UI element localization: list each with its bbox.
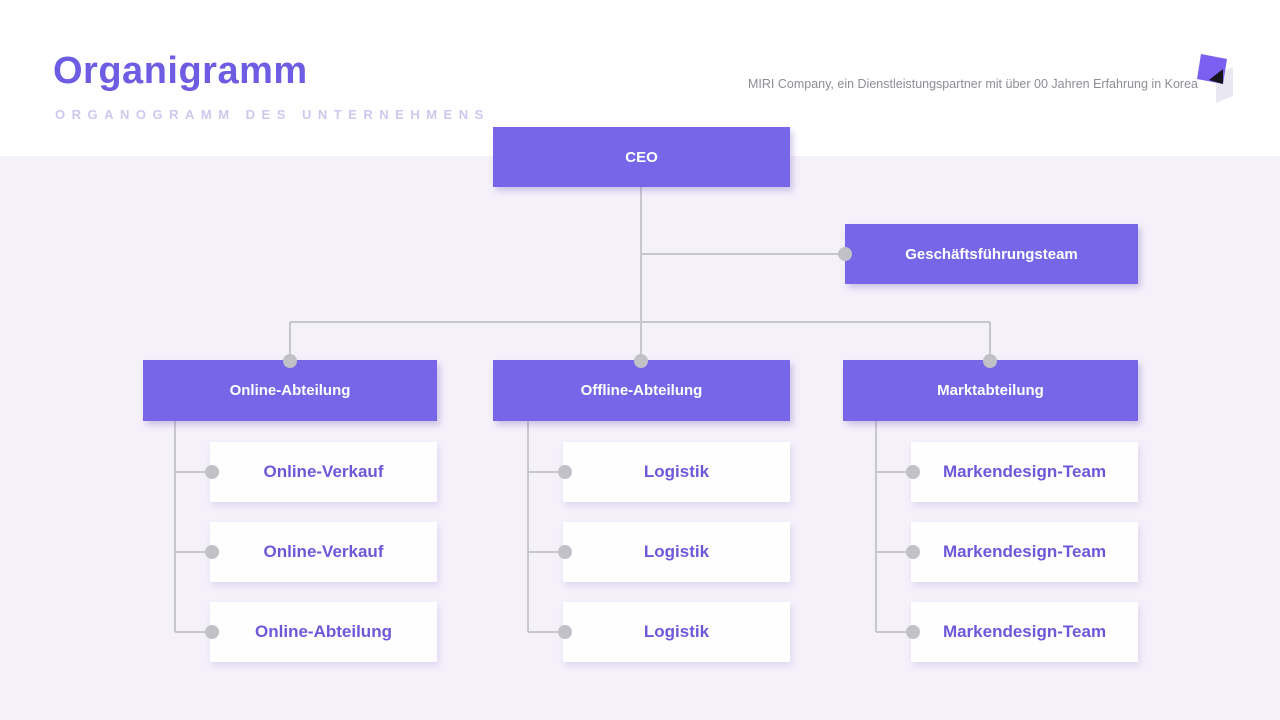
org-node-child: Logistik (563, 522, 790, 582)
org-node-child-label: Online-Verkauf (263, 542, 384, 561)
org-node-ceo: CEO (493, 127, 790, 187)
org-node-management-team-label: Geschäftsführungsteam (905, 245, 1078, 263)
org-node-online-department: Online-Abteilung (143, 360, 437, 421)
org-node-market-department: Marktabteilung (843, 360, 1138, 421)
org-node-child-label: Online-Abteilung (255, 622, 392, 641)
company-note: MIRI Company, ein Dienstleistungspartner… (748, 77, 1198, 91)
org-node-child: Markendesign-Team (911, 602, 1138, 662)
org-node-child-label: Markendesign-Team (942, 542, 1107, 561)
org-node-child: Online-Verkauf (210, 522, 437, 582)
org-node-child: Online-Abteilung (210, 602, 437, 662)
org-node-offline-department-label: Offline-Abteilung (580, 382, 703, 399)
org-node-child: Logistik (563, 602, 790, 662)
org-node-child: Markendesign-Team (911, 522, 1138, 582)
org-node-child: Logistik (563, 442, 790, 502)
org-node-child-label: Logistik (643, 542, 710, 561)
org-node-ceo-label: CEO (625, 148, 658, 166)
org-node-child-label: Markendesign-Team (942, 462, 1107, 481)
org-node-child-label: Online-Verkauf (263, 462, 384, 481)
org-node-management-team: Geschäftsführungsteam (845, 224, 1138, 284)
page-title: Organigramm (53, 50, 308, 92)
org-node-child: Markendesign-Team (911, 442, 1138, 502)
org-node-child-label: Markendesign-Team (942, 622, 1107, 641)
org-node-market-department-label: Marktabteilung (937, 382, 1044, 399)
page-tagline: ORGANOGRAMM DES UNTERNEHMENS (55, 107, 490, 122)
org-node-child-label: Logistik (643, 622, 710, 641)
org-node-child: Online-Verkauf (210, 442, 437, 502)
org-node-child-label: Logistik (643, 462, 710, 481)
org-node-online-department-label: Online-Abteilung (229, 382, 351, 399)
company-logo-icon (1197, 54, 1233, 103)
org-node-offline-department: Offline-Abteilung (493, 360, 790, 421)
